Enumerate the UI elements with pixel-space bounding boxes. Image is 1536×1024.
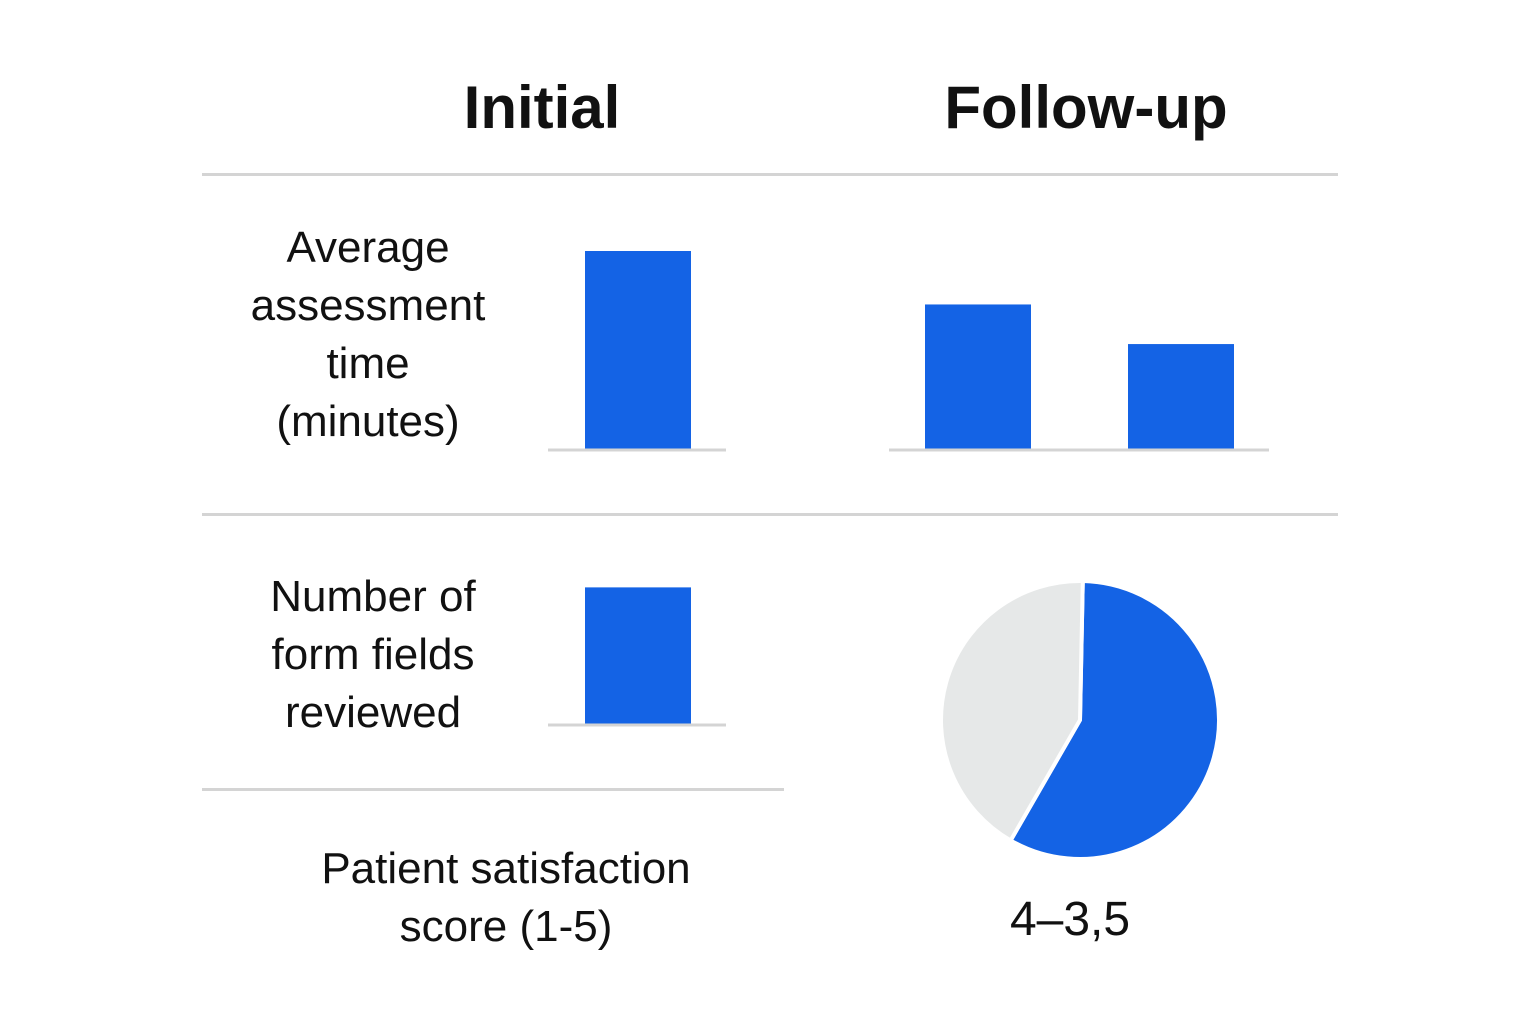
divider-bottom xyxy=(202,788,784,791)
column-header-followup: Follow-up xyxy=(944,74,1228,141)
row-label-form-fields: Number of form fields reviewed xyxy=(270,572,476,737)
bar-initial-form-fields-1 xyxy=(585,587,691,724)
bar-followup-assessment-time-1 xyxy=(925,304,1031,449)
pie-slice-2 xyxy=(939,579,1085,843)
bar-followup-assessment-time-2 xyxy=(1128,344,1234,449)
divider-top xyxy=(202,173,1338,176)
divider-middle xyxy=(202,513,1338,516)
row-label-satisfaction: Patient satisfaction score (1-5) xyxy=(321,844,691,951)
bar-initial-assessment-time-1 xyxy=(585,251,691,449)
column-header-initial: Initial xyxy=(463,74,621,141)
row-label-assessment-time: Average assessment time (minutes) xyxy=(250,223,486,446)
satisfaction-value-label: 4–3,5 xyxy=(1009,893,1131,946)
pie-slice-1 xyxy=(1008,579,1221,861)
